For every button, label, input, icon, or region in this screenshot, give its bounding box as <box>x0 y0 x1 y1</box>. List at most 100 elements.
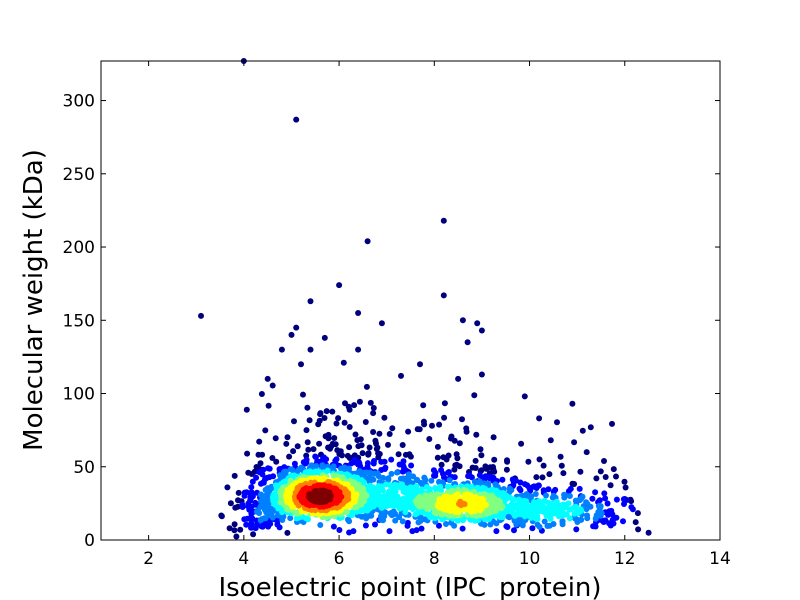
data-point <box>370 460 377 467</box>
data-point <box>429 422 435 429</box>
data-point <box>571 481 578 487</box>
data-point <box>454 455 461 462</box>
data-point <box>316 440 323 447</box>
data-point <box>249 478 256 485</box>
data-point <box>306 417 313 424</box>
data-point <box>317 492 324 499</box>
y-tick-label: 50 <box>73 458 95 478</box>
data-point <box>569 400 576 407</box>
data-point <box>532 491 539 497</box>
data-point <box>560 470 567 477</box>
data-point <box>336 282 343 289</box>
data-point <box>283 440 290 447</box>
data-point <box>243 521 250 528</box>
data-point <box>478 327 485 334</box>
data-point <box>459 416 465 423</box>
data-point <box>589 495 596 502</box>
data-point <box>237 526 244 533</box>
data-point <box>379 487 386 494</box>
data-point <box>472 457 479 464</box>
data-point <box>468 474 475 481</box>
data-point <box>503 523 510 530</box>
data-point <box>541 518 548 525</box>
data-point <box>266 465 273 472</box>
data-point <box>331 435 338 441</box>
data-point <box>293 116 300 123</box>
data-point <box>364 238 371 245</box>
data-point <box>583 449 590 456</box>
data-point <box>511 527 517 534</box>
data-point <box>505 513 512 520</box>
data-point <box>259 451 266 458</box>
data-point <box>436 522 442 529</box>
data-point <box>561 494 568 501</box>
data-point <box>398 372 404 379</box>
data-point <box>265 402 272 409</box>
data-point <box>250 531 257 538</box>
data-point <box>620 518 626 525</box>
data-point <box>509 496 516 503</box>
data-point <box>345 516 351 523</box>
data-point <box>474 320 481 327</box>
data-point <box>273 458 280 465</box>
data-point <box>620 496 627 503</box>
data-point <box>365 451 372 458</box>
data-point <box>248 520 255 527</box>
data-point <box>499 476 506 483</box>
data-point <box>491 456 498 463</box>
data-point <box>503 466 510 473</box>
data-point <box>256 438 263 445</box>
data-point <box>315 421 322 428</box>
data-point <box>388 456 395 463</box>
data-point <box>310 446 317 453</box>
data-point <box>441 400 448 407</box>
data-point <box>354 437 361 444</box>
data-point <box>451 466 458 473</box>
data-point <box>404 519 411 526</box>
data-point <box>434 454 441 461</box>
data-point <box>395 451 402 458</box>
data-point <box>363 383 370 390</box>
data-point <box>362 522 369 529</box>
data-point <box>270 473 277 480</box>
data-point <box>260 479 267 486</box>
data-point <box>399 518 406 525</box>
x-tick-label: 14 <box>709 549 731 569</box>
data-point <box>443 456 450 463</box>
data-point <box>359 450 366 457</box>
data-point <box>540 462 547 469</box>
data-point <box>428 477 435 484</box>
data-point <box>367 399 374 406</box>
data-point <box>356 398 363 405</box>
data-point <box>478 452 485 459</box>
data-point <box>609 420 615 427</box>
data-point <box>386 528 393 535</box>
x-tick-label: 4 <box>238 549 249 569</box>
data-point <box>286 453 293 460</box>
data-point <box>231 521 238 528</box>
data-point <box>355 310 362 316</box>
plot-frame <box>100 60 721 541</box>
data-point <box>521 506 528 513</box>
data-point <box>628 504 635 511</box>
data-point <box>414 426 421 433</box>
data-point <box>269 382 276 389</box>
data-point <box>293 324 300 331</box>
data-point <box>269 455 276 461</box>
data-point <box>366 444 373 451</box>
data-point <box>327 445 333 452</box>
data-point <box>459 317 466 324</box>
data-point <box>300 391 306 398</box>
data-point <box>459 500 466 507</box>
data-point <box>261 515 268 522</box>
data-point <box>262 427 269 434</box>
data-point <box>431 472 437 479</box>
data-point <box>294 443 301 450</box>
data-point <box>284 529 291 536</box>
data-point <box>284 434 291 441</box>
data-point <box>517 479 524 486</box>
data-point <box>504 458 511 465</box>
data-point <box>244 450 251 457</box>
data-point <box>399 468 406 475</box>
y-tick-label: 300 <box>63 92 95 112</box>
